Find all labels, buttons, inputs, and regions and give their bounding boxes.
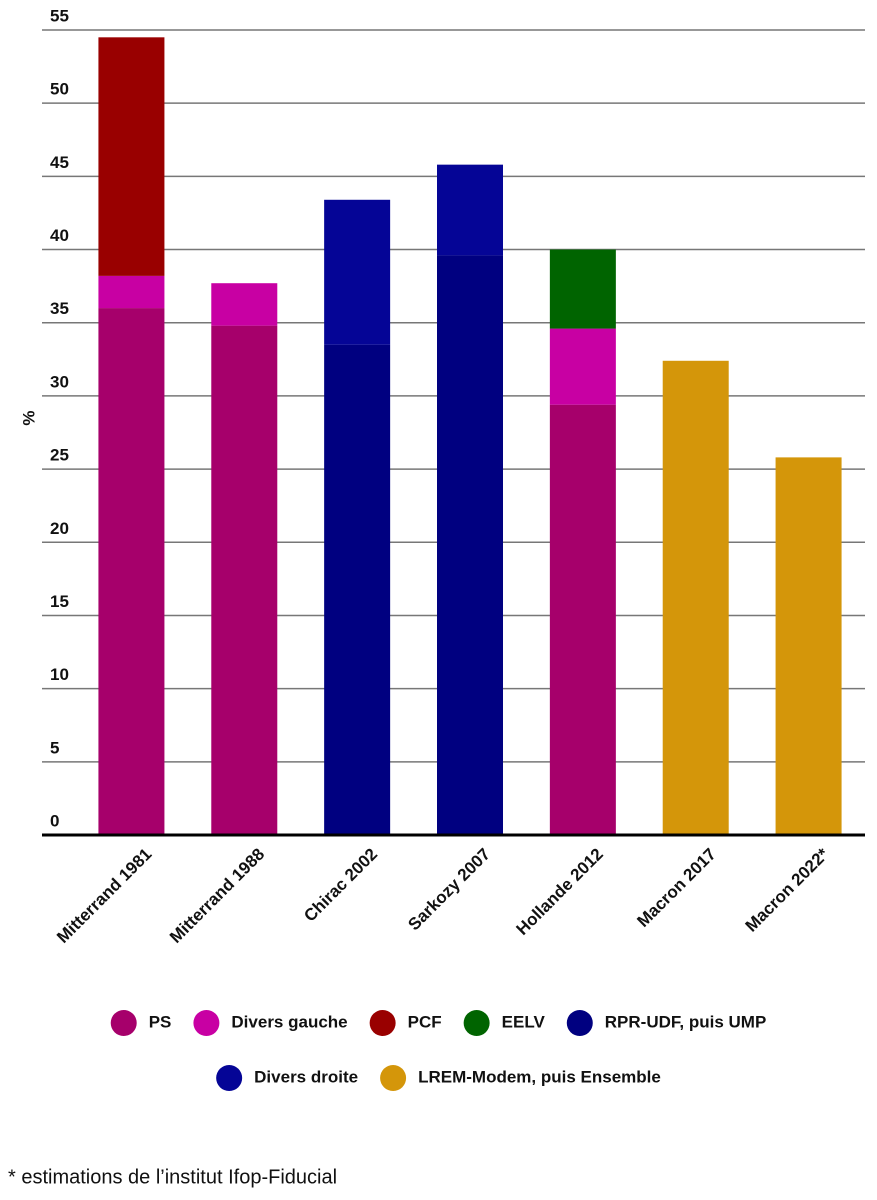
bar-segment [437,255,503,835]
y-tick-label: 0 [50,811,59,830]
x-tick-label: Hollande 2012 [513,845,607,939]
y-tick-label: 40 [50,226,69,245]
bar-segment [211,325,278,835]
bar-segment [211,283,278,326]
legend-label: Divers gauche [231,1012,347,1031]
bar-segment [662,360,729,835]
bar-segment [98,275,165,309]
y-tick-label: 55 [50,6,69,25]
x-tick-label: Mitterrand 1988 [166,845,268,947]
bar-segment [549,404,616,835]
legend-swatch [380,1065,407,1091]
y-tick-label: 35 [50,299,69,318]
y-tick-label: 10 [50,665,69,684]
x-tick-label: Sarkozy 2007 [404,845,494,935]
legend-swatch [463,1010,490,1036]
bar-segment [775,457,842,835]
bar-segment [98,308,165,835]
legend-swatch [566,1010,593,1036]
legend-label: PCF [408,1012,442,1031]
y-tick-label: 25 [50,446,69,465]
x-tick-label: Mitterrand 1981 [53,845,155,947]
legend-label: PS [149,1012,172,1031]
y-tick-label: 30 [50,372,69,391]
legend-label: EELV [502,1012,546,1031]
bar-segment [437,164,503,256]
y-axis-label: % [19,410,38,425]
bar-segment [549,249,616,329]
y-tick-label: 50 [50,80,69,99]
y-tick-label: 15 [50,592,69,611]
footnote: * estimations de l’institut Ifop-Fiducia… [8,1166,337,1188]
legend-swatch [193,1010,220,1036]
legend-label: RPR-UDF, puis UMP [605,1012,767,1031]
x-tick-label: Macron 2017 [633,845,719,931]
x-tick-label: Macron 2022* [742,844,833,935]
legend-swatch [110,1010,137,1036]
bar-segment [324,199,391,345]
y-tick-label: 20 [50,519,69,538]
legend-label: LREM-Modem, puis Ensemble [418,1067,661,1086]
y-tick-label: 5 [50,738,59,757]
bar-segment [549,328,616,405]
x-tick-label: Chirac 2002 [300,845,381,926]
y-tick-label: 45 [50,153,69,172]
legend-swatch [369,1010,396,1036]
legend-swatch [216,1065,243,1091]
bar-segment [324,344,391,835]
bar-segment [98,37,165,276]
legend-label: Divers droite [254,1067,358,1086]
